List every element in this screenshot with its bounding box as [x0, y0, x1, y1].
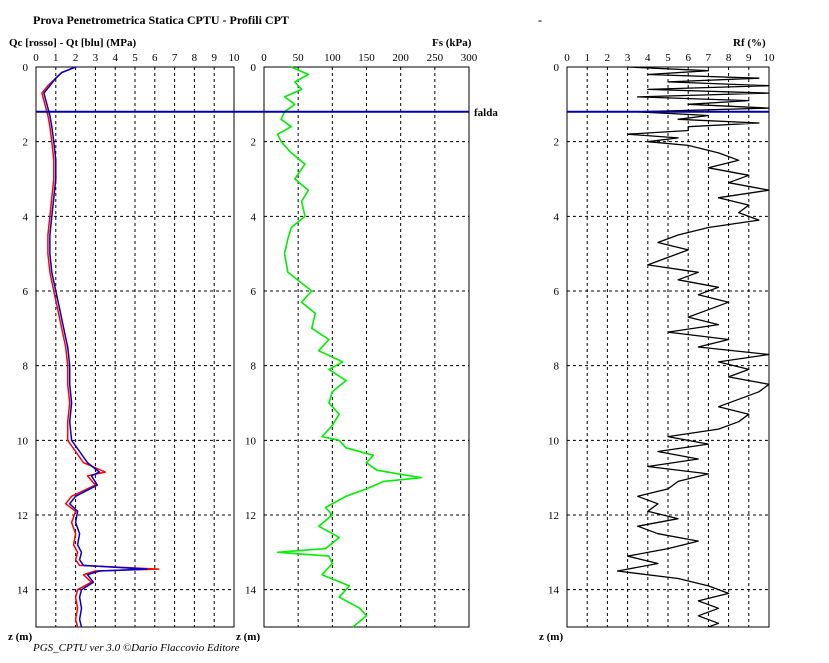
y-axis-label: z (m): [8, 631, 32, 643]
y-tick-label: 2: [554, 137, 560, 149]
x-tick-label: 6: [152, 52, 158, 64]
plot-frame: [566, 66, 770, 628]
x-tick-label: 4: [645, 52, 651, 64]
plot-frame: [35, 66, 235, 628]
y-axis-label: z (m): [539, 631, 563, 643]
series-line-qt-blu-: [43, 66, 148, 628]
fs-panel: Fs (kPa) 0 50 100 150 200 250 300 0 2 4 6 8 10 12 14 z (…: [236, 37, 478, 643]
x-tick-label: 5: [132, 52, 138, 64]
x-tick-label: 7: [172, 52, 178, 64]
series-line-fs: [276, 66, 423, 628]
y-tick-label: 0: [251, 62, 257, 74]
y-tick-label: 4: [23, 211, 29, 223]
y-tick-label: 6: [251, 286, 257, 298]
x-tick-label: 3: [625, 52, 631, 64]
footer-credit: PGS_CPTU ver 3.0 ©Dario Flaccovio Editor…: [32, 642, 240, 654]
x-tick-label: 2: [73, 52, 79, 64]
x-tick-label: 0: [261, 52, 267, 64]
x-tick-label: 150: [358, 52, 375, 64]
x-tick-label: 9: [211, 52, 217, 64]
y-tick-label: 14: [548, 585, 560, 597]
y-tick-label: 10: [548, 435, 560, 447]
x-tick-label: 9: [746, 52, 752, 64]
x-tick-label: 300: [461, 52, 478, 64]
title-dash: -: [538, 13, 542, 27]
x-tick-label: 50: [293, 52, 305, 64]
y-tick-label: 8: [251, 361, 257, 373]
plot-frame: [263, 66, 470, 628]
x-tick-label: 250: [427, 52, 444, 64]
y-tick-label: 12: [245, 510, 256, 522]
x-tick-label: 200: [392, 52, 409, 64]
y-tick-label: 0: [23, 62, 29, 74]
y-tick-label: 6: [23, 286, 29, 298]
y-tick-label: 14: [245, 585, 257, 597]
x-tick-label: 5: [665, 52, 671, 64]
y-tick-label: 12: [548, 510, 559, 522]
y-tick-label: 2: [23, 137, 29, 149]
y-tick-label: 8: [23, 361, 29, 373]
panel-2-title: Rf (%): [733, 37, 766, 49]
qc-qt-panel: Qc [rosso] - Qt [blu] (MPa)0 1 2 3 4 5 6 7 8 9 100…: [8, 37, 240, 643]
x-tick-label: 10: [229, 52, 241, 64]
figure-title: Prova Penetrometrica Statica CPTU - Prof…: [33, 13, 289, 27]
y-axis-label: z (m): [236, 631, 260, 643]
y-tick-label: 6: [554, 286, 560, 298]
x-tick-label: 0: [564, 52, 570, 64]
x-tick-label: 2: [605, 52, 611, 64]
y-tick-label: 12: [17, 510, 28, 522]
y-tick-label: 2: [251, 137, 257, 149]
x-tick-label: 6: [685, 52, 691, 64]
series-line-qc-rosso-: [41, 66, 160, 628]
x-tick-label: 7: [706, 52, 712, 64]
x-tick-label: 10: [764, 52, 776, 64]
x-tick-label: 4: [112, 52, 118, 64]
y-tick-label: 4: [554, 211, 560, 223]
panel-1-title: Fs (kPa): [432, 37, 472, 49]
y-tick-label: 10: [245, 435, 257, 447]
x-tick-label: 0: [33, 52, 39, 64]
x-tick-label: 3: [93, 52, 99, 64]
y-tick-label: 4: [251, 211, 257, 223]
x-tick-label: 1: [53, 52, 59, 64]
panel-0-title: Qc [rosso] - Qt [blu] (MPa): [9, 37, 137, 49]
x-tick-label: 100: [324, 52, 341, 64]
x-tick-label: 8: [192, 52, 198, 64]
x-tick-label: 1: [584, 52, 590, 64]
y-tick-label: 14: [17, 585, 29, 597]
x-tick-label: 8: [726, 52, 732, 64]
falda-label: falda: [474, 107, 498, 119]
series-line-rf: [616, 66, 770, 628]
y-tick-label: 10: [17, 435, 29, 447]
y-tick-label: 0: [554, 62, 560, 74]
y-tick-label: 8: [554, 361, 560, 373]
